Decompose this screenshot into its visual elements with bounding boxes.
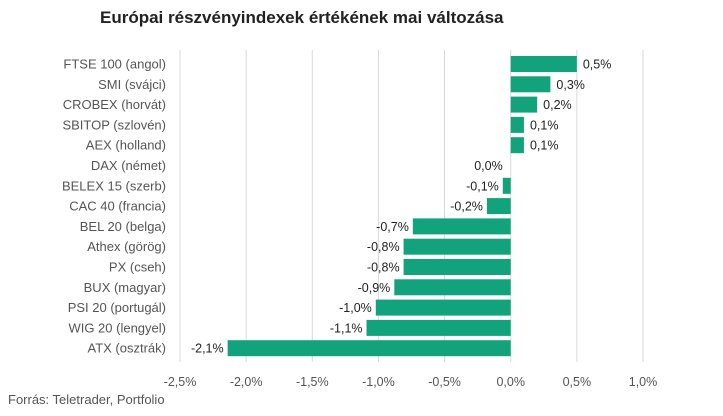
- value-label: 0,3%: [556, 78, 585, 92]
- category-label: DAX (német): [91, 158, 166, 173]
- value-label: -1,1%: [330, 321, 363, 335]
- category-label: CROBEX (horvát): [63, 97, 166, 112]
- bar: [412, 218, 511, 235]
- bar: [510, 137, 524, 154]
- category-label: FTSE 100 (angol): [63, 57, 166, 72]
- value-label: -0,9%: [358, 281, 391, 295]
- bar: [510, 116, 524, 133]
- value-label: -0,8%: [367, 240, 400, 254]
- value-label: 0,1%: [530, 139, 559, 153]
- value-label: -0,2%: [450, 200, 483, 214]
- value-label: -1,0%: [339, 301, 372, 315]
- category-label: AEX (holland): [86, 138, 166, 153]
- bar: [403, 238, 511, 255]
- category-label: WIG 20 (lengyel): [68, 320, 166, 335]
- x-tick-label: 1,0%: [629, 375, 658, 389]
- bar: [403, 259, 511, 275]
- x-tick-label: -1,0%: [362, 375, 395, 389]
- category-label: ATX (osztrák): [88, 341, 167, 356]
- x-tick-label: -0,5%: [428, 375, 461, 389]
- category-label: BELEX 15 (szerb): [62, 178, 166, 193]
- chart-source: Forrás: Teletrader, Portfolio: [8, 392, 165, 407]
- x-tick-label: -1,5%: [296, 375, 329, 389]
- x-tick-label: -2,5%: [164, 375, 197, 389]
- value-label: 0,0%: [474, 159, 503, 173]
- bar: [227, 340, 511, 357]
- labels: -2,5% -2,0% -1,5% -1,0% -0,5% 0,0% 0,5% 1,0% FTS…: [62, 57, 657, 390]
- value-label: -0,8%: [367, 261, 400, 275]
- category-label: SBITOP (szlovén): [62, 117, 166, 132]
- chart-title: Európai részvényindexek értékének mai vá…: [100, 8, 504, 27]
- value-label: -0,7%: [376, 220, 409, 234]
- bar: [502, 177, 511, 194]
- bars: [227, 56, 577, 357]
- bar: [394, 279, 511, 296]
- category-label: BUX (magyar): [84, 280, 166, 295]
- category-label: CAC 40 (francia): [69, 199, 166, 214]
- bar: [366, 319, 511, 336]
- bar: [510, 76, 551, 93]
- value-label: 0,1%: [530, 118, 559, 132]
- value-label: -2,1%: [191, 342, 224, 356]
- category-label: SMI (svájci): [98, 77, 166, 92]
- bar: [486, 198, 511, 215]
- x-tick-label: 0,5%: [563, 375, 592, 389]
- bar: [375, 299, 511, 316]
- category-label: Athex (görög): [87, 239, 166, 254]
- value-label: -0,1%: [466, 179, 499, 193]
- x-tick-label: 0,0%: [496, 375, 525, 389]
- value-label: 0,2%: [543, 98, 572, 112]
- bar-chart: -2,5% -2,0% -1,5% -1,0% -0,5% 0,0% 0,5% 1,0% FTS…: [62, 50, 657, 390]
- category-label: BEL 20 (belga): [80, 219, 166, 234]
- x-tick-label: -2,0%: [230, 375, 263, 389]
- category-label: PSI 20 (portugál): [68, 300, 166, 315]
- category-label: PX (cseh): [109, 260, 166, 275]
- value-label: 0,5%: [583, 58, 612, 72]
- bar: [510, 56, 577, 72]
- bar: [510, 96, 538, 113]
